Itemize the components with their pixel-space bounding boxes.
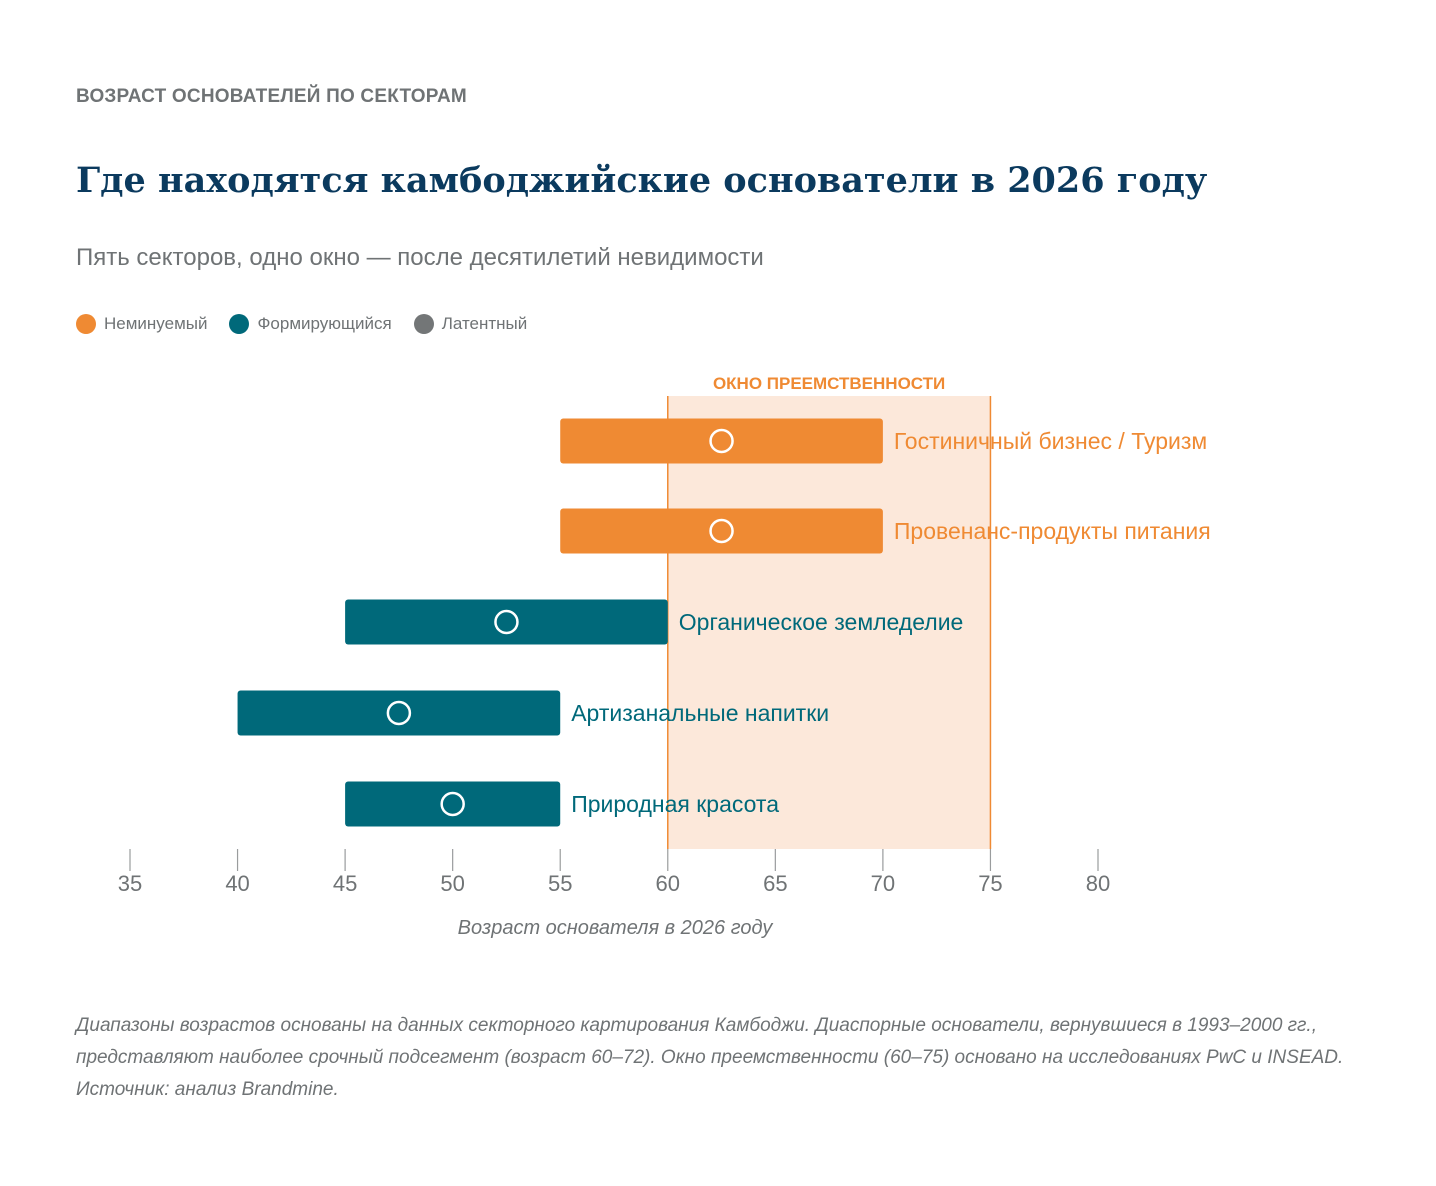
bar-label: Природная красота (571, 791, 779, 817)
range-bar (560, 418, 883, 464)
legend-dot-icon (413, 314, 434, 334)
midpoint-marker (709, 428, 734, 454)
range-chart: ОКНО ПРЕЕМСТВЕННОСТИ Гостиничный бизнес /… (118, 374, 1211, 939)
legend-label: Латентный (441, 314, 528, 333)
bar-label: Артизанальные напитки (571, 700, 829, 726)
legend-item-emerging: Формирующийся (229, 314, 392, 334)
legend-dot-icon (76, 314, 96, 334)
succession-window-band (667, 396, 991, 849)
range-bar (237, 690, 561, 736)
succession-window-label: ОКНО ПРЕЕМСТВЕННОСТИ (713, 374, 945, 393)
bar-label: Органическое земледелие (679, 609, 964, 635)
x-axis-label: Возраст основателя в 2026 году (458, 917, 774, 939)
bar-label: Гостиничный бизнес / Туризм (894, 428, 1207, 454)
x-tick-label: 40 (225, 871, 249, 896)
legend: Неминуемый Формирующийся Латентный (76, 314, 527, 334)
midpoint-marker (494, 609, 519, 635)
chart-title: Где находятся камбоджийские основатели в… (76, 160, 1208, 201)
midpoint-marker (709, 518, 734, 544)
legend-label: Неминуемый (104, 314, 208, 333)
x-tick-label: 65 (763, 871, 787, 896)
x-tick-label: 60 (656, 871, 680, 896)
x-tick-label: 50 (440, 871, 464, 896)
x-tick-label: 70 (871, 871, 895, 896)
legend-item-imminent: Неминуемый (76, 314, 207, 334)
x-tick-label: 35 (118, 871, 142, 896)
bar-label: Провенанс-продукты питания (894, 518, 1211, 544)
footnote: Диапазоны возрастов основаны на данных с… (76, 1015, 1344, 1100)
range-bar (345, 599, 668, 645)
x-tick-label: 75 (978, 871, 1002, 896)
legend-dot-icon (229, 314, 250, 334)
legend-item-latent: Латентный (413, 314, 528, 334)
x-tick-label: 55 (548, 871, 572, 896)
chart-subtitle: Пять секторов, одно окно — после десятил… (76, 244, 764, 271)
range-bar (345, 781, 561, 827)
midpoint-marker (440, 791, 465, 817)
legend-label: Формирующийся (257, 314, 392, 333)
eyebrow: ВОЗРАСТ ОСНОВАТЕЛЕЙ ПО СЕКТОРАМ (76, 86, 467, 107)
x-tick-label: 45 (333, 871, 357, 896)
range-bar (560, 508, 883, 554)
x-tick-label: 80 (1086, 871, 1110, 896)
midpoint-marker (386, 700, 412, 726)
